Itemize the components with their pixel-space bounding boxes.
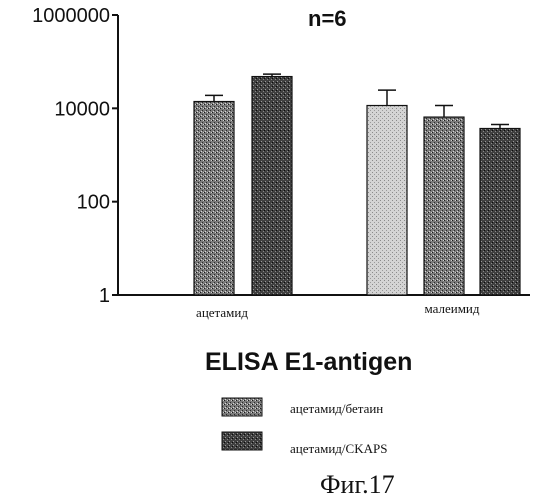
legend-label-0: ацетамид/бетаин [290, 401, 383, 416]
legend-swatch-1 [222, 432, 262, 450]
bar-1-0 [367, 106, 407, 295]
legend-swatch-0 [222, 398, 262, 416]
sample-size-annotation: n=6 [308, 6, 347, 31]
y-tick-label: 1000000 [32, 5, 110, 27]
bar-0-2 [252, 77, 292, 295]
bar-0-1 [194, 102, 234, 295]
group-label-0: ацетамид [196, 305, 248, 320]
bar-1-2 [480, 128, 520, 295]
group-label-1: малеимид [424, 301, 479, 316]
y-tick-label: 10000 [54, 98, 110, 120]
y-tick-label: 100 [77, 192, 110, 214]
legend-label-1: ацетамид/CKAPS [290, 441, 387, 456]
figure-caption: Фиг.17 [320, 470, 395, 499]
bar-1-1 [424, 117, 464, 295]
chart-title: ELISA E1-antigen [205, 348, 412, 376]
y-tick-label: 1 [99, 285, 110, 307]
